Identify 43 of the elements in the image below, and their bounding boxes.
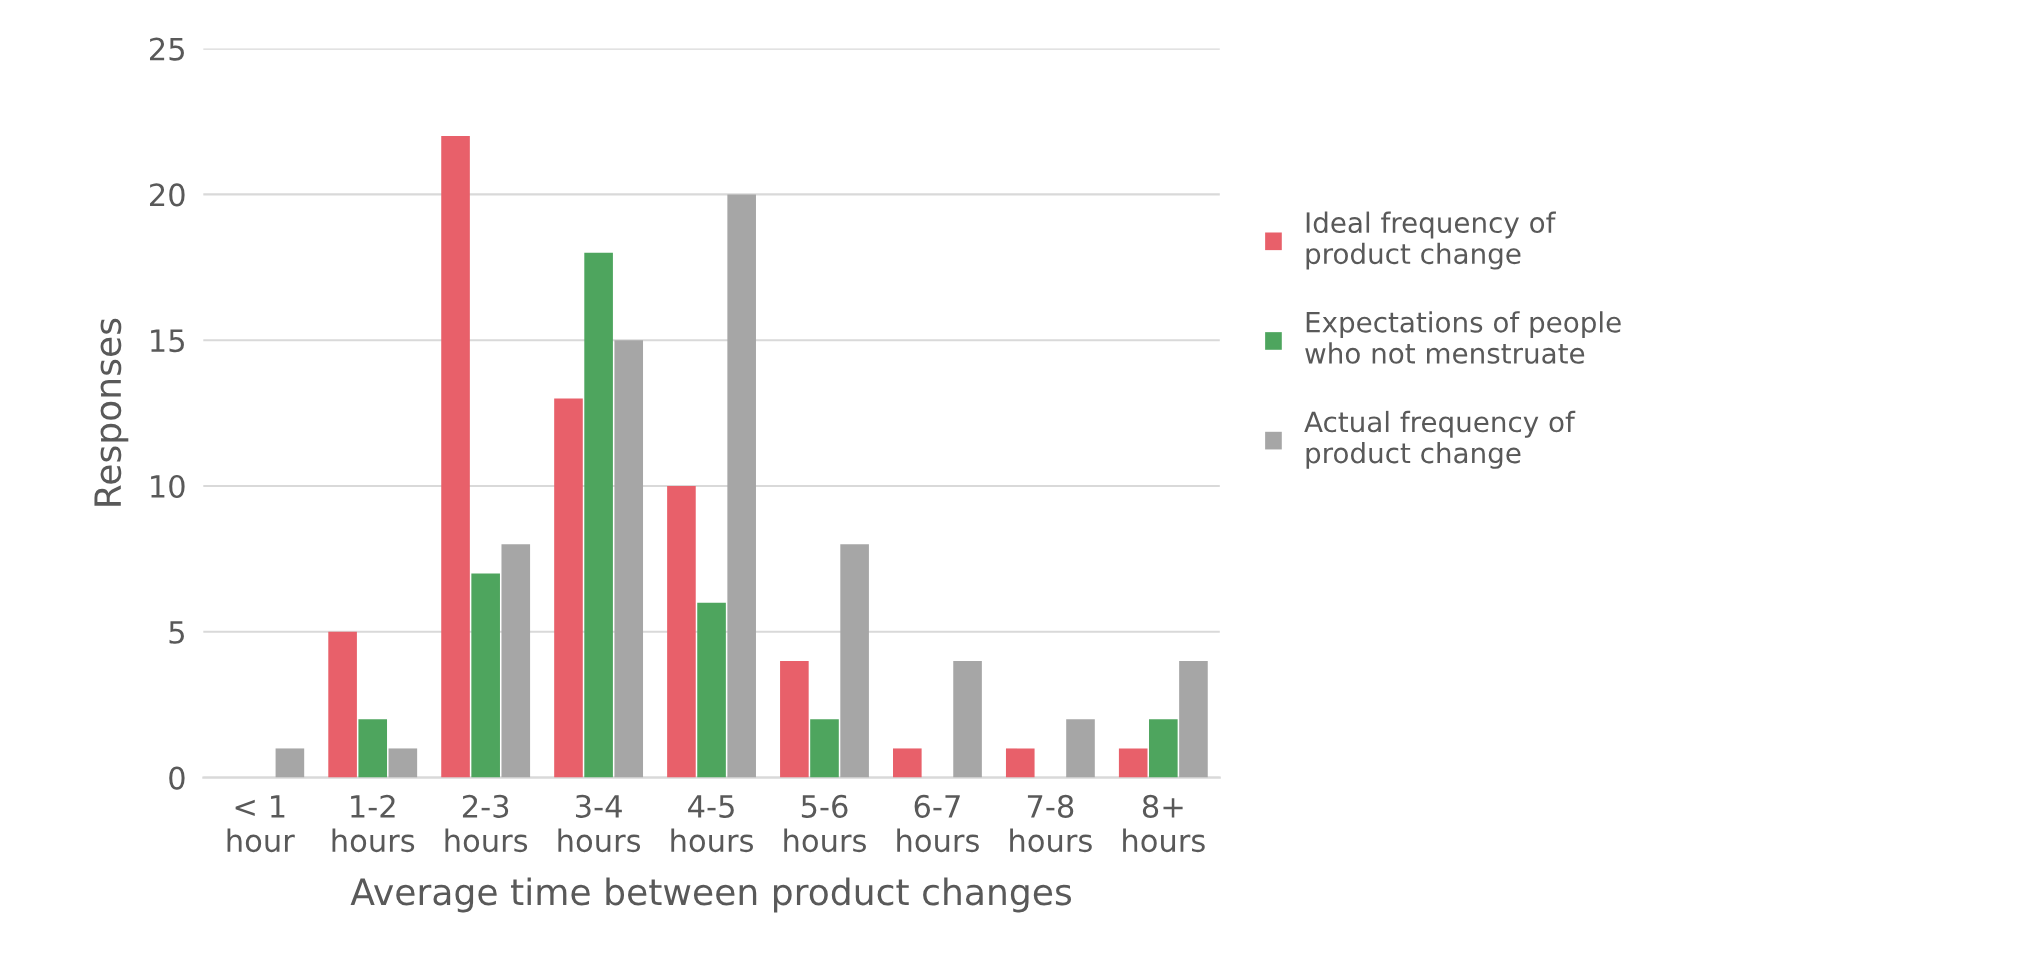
y-tick-label: 0 [169, 766, 185, 790]
bar [275, 748, 305, 778]
x-tick-label: 1-2 hours [332, 794, 415, 853]
x-tick-label: 4-5 hours [671, 795, 754, 853]
bar [358, 719, 388, 778]
bar [471, 573, 500, 778]
x-tick-label: 7-8 hours [1010, 794, 1092, 853]
x-tick-label: 3-4 hours [558, 794, 641, 853]
legend-label: Expectations of people who not menstruate [1305, 311, 1621, 364]
bar [441, 136, 470, 778]
bar [501, 544, 531, 778]
legend-label: Ideal frequency of product change [1306, 211, 1556, 270]
x-axis-title: Average time between product changes [350, 877, 1072, 913]
bar [1118, 748, 1148, 778]
y-tick-label: 10 [151, 474, 185, 499]
y-tick-label: 20 [149, 183, 185, 207]
x-tick-label: 2-3 hours [445, 794, 528, 853]
y-tick-label: 25 [149, 37, 184, 61]
bar [953, 660, 982, 778]
bar [667, 486, 696, 778]
bar [328, 631, 357, 778]
bar [1066, 719, 1095, 778]
x-tick-label: 6-7 hours [897, 794, 979, 853]
bar [840, 544, 869, 778]
y-axis-title: Responses [94, 318, 129, 506]
x-tick-label: 5-6 hours [784, 794, 866, 853]
y-tick-label: 5 [169, 621, 184, 644]
bar [1005, 748, 1035, 778]
bar [893, 748, 922, 778]
x-tick-label: 8+ hours [1123, 794, 1205, 853]
x-tick-label: < 1 hour [227, 795, 295, 853]
bar [614, 340, 644, 778]
bar [388, 748, 418, 778]
bar [1179, 660, 1208, 778]
bar [1149, 719, 1178, 778]
bar [584, 252, 613, 778]
bar [697, 602, 726, 778]
bar [727, 194, 756, 778]
bar [780, 660, 809, 778]
bar [554, 398, 583, 778]
legend-label: Actual frequency of product change [1304, 410, 1576, 469]
y-tick-label: 15 [151, 329, 184, 353]
bar [810, 719, 839, 778]
